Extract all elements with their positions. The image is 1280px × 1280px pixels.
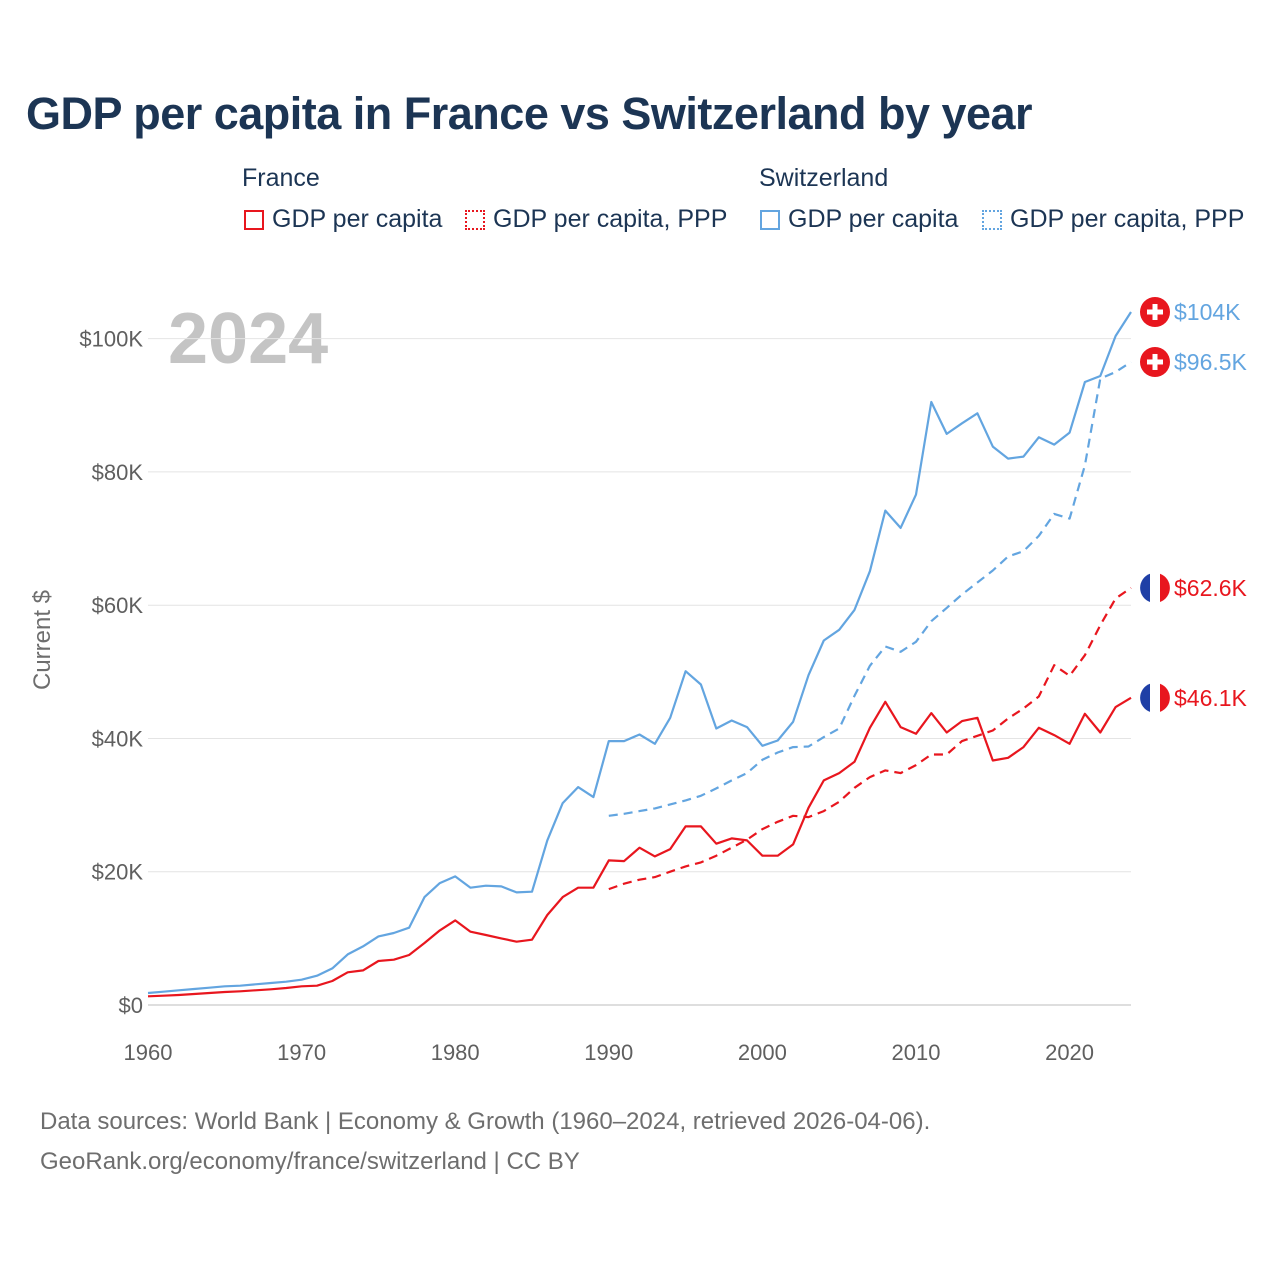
- series-line-fr-ppp: [608, 586, 1132, 891]
- legend-label: GDP per capita: [272, 205, 443, 233]
- x-tick-label: 1990: [584, 1040, 633, 1065]
- x-tick-label: 2010: [891, 1040, 940, 1065]
- france-flag-icon: [1140, 682, 1170, 713]
- y-tick-label: $80K: [92, 460, 144, 485]
- x-tick-label: 1980: [431, 1040, 480, 1065]
- legend-label: GDP per capita, PPP: [1010, 205, 1245, 233]
- legend-swatch-solid: [760, 209, 780, 230]
- x-axis: 1960 1970 1980 1990 2000 2010 2020: [124, 1040, 1095, 1065]
- footer-credit: GeoRank.org/economy/france/switzerland |…: [40, 1148, 580, 1175]
- end-label-ch-gdp: $104K: [1174, 299, 1241, 325]
- legend-item-switzerland-gdp[interactable]: GDP per capita: [760, 205, 958, 234]
- legend-item-france-ppp[interactable]: GDP per capita, PPP: [465, 205, 727, 234]
- x-tick-label: 2000: [738, 1040, 787, 1065]
- switzerland-flag-icon: [1140, 346, 1170, 377]
- end-label-fr-gdp: $46.1K: [1174, 685, 1248, 711]
- chart-title: GDP per capita in France vs Switzerland …: [26, 88, 1033, 139]
- y-axis-label: Current $: [29, 590, 56, 690]
- footer-sources: Data sources: World Bank | Economy & Gro…: [40, 1108, 931, 1135]
- grid: [148, 338, 1131, 1006]
- legend-swatch-dotted: [465, 209, 485, 230]
- x-tick-label: 1960: [124, 1040, 173, 1065]
- y-axis: $0 $20K $40K $60K $80K $100K: [79, 327, 143, 1018]
- legend-label: GDP per capita: [788, 205, 959, 233]
- y-tick-label: $20K: [92, 860, 144, 885]
- y-tick-label: $60K: [92, 593, 144, 618]
- series-line-ch-ppp: [608, 361, 1132, 817]
- series-group: [147, 311, 1132, 998]
- france-flag-icon: [1140, 572, 1170, 603]
- legend-item-france-gdp[interactable]: GDP per capita: [244, 205, 442, 234]
- end-labels: $104K $96.5K $46.1K $62.6K: [1140, 297, 1248, 713]
- y-tick-label: $100K: [79, 327, 143, 352]
- y-tick-label: $0: [119, 993, 143, 1018]
- legend-swatch-dotted: [982, 209, 1002, 230]
- series-line-ch-gdp: [147, 311, 1132, 995]
- x-tick-label: 2020: [1045, 1040, 1094, 1065]
- legend-label: GDP per capita, PPP: [493, 205, 728, 233]
- legend-group-title-france: France: [242, 164, 320, 192]
- legend-group-title-switzerland: Switzerland: [759, 164, 889, 192]
- legend-swatch-solid: [244, 209, 264, 230]
- switzerland-flag-icon: [1140, 297, 1170, 327]
- series-line-fr-gdp: [147, 696, 1132, 998]
- x-tick-label: 1970: [277, 1040, 326, 1065]
- y-tick-label: $40K: [92, 726, 144, 751]
- legend-item-switzerland-ppp[interactable]: GDP per capita, PPP: [982, 205, 1244, 234]
- end-label-ch-ppp: $96.5K: [1174, 349, 1248, 375]
- end-label-fr-ppp: $62.6K: [1174, 575, 1248, 601]
